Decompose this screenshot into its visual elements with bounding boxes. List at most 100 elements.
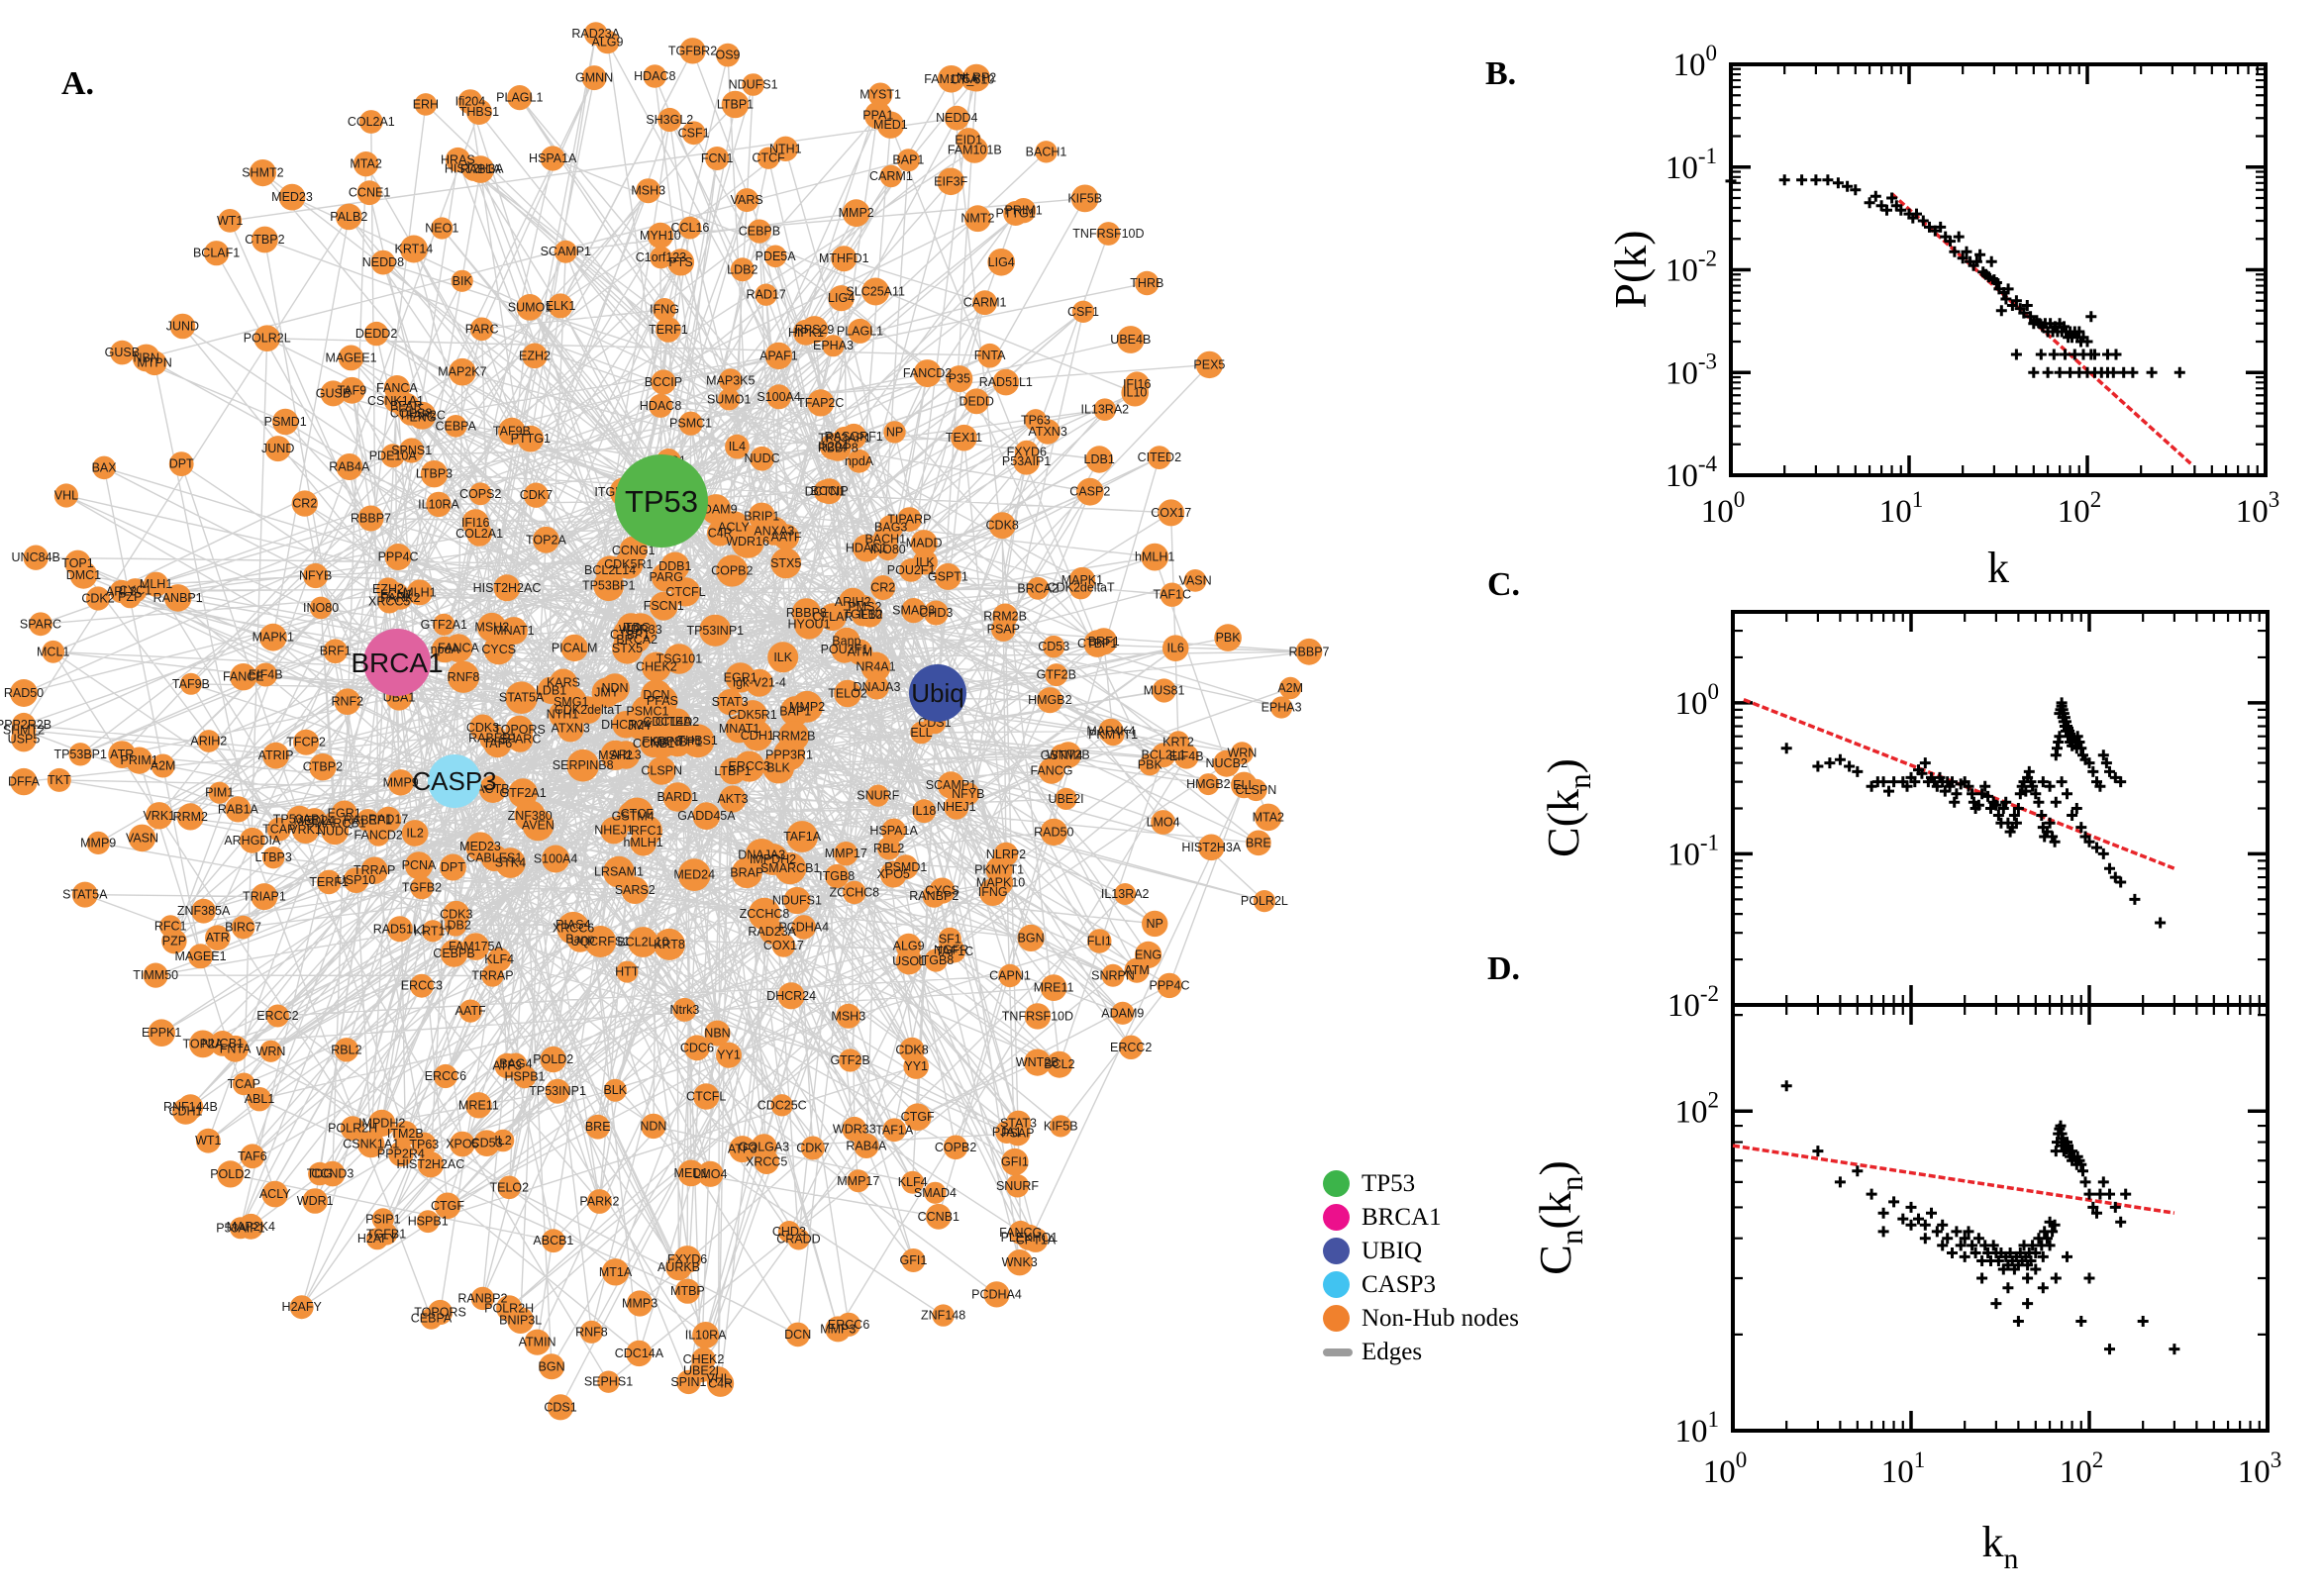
network-node: [358, 110, 383, 134]
network-node: [479, 724, 507, 751]
network-node-label: ERH: [413, 97, 439, 111]
network-node: [258, 623, 287, 651]
network-node: [614, 549, 644, 579]
network-node-label: MYH10: [640, 229, 681, 243]
network-node: [983, 1281, 1010, 1308]
network-node: [466, 521, 492, 547]
network-node: [523, 482, 550, 508]
network-node-label: RAD17: [747, 288, 786, 302]
network-node-label: CHD3: [772, 1225, 806, 1239]
network-node-label: CASP2: [1069, 485, 1110, 499]
network-node-label: CDK8: [986, 519, 1019, 533]
network-node-label: ZCCHC8: [829, 885, 879, 899]
network-node: [507, 726, 534, 752]
network-node-label: ZNF380: [508, 809, 553, 823]
network-node: [1005, 1174, 1030, 1198]
legend-item-ubiq: UBIQ: [1323, 1238, 1519, 1264]
network-node-label: EID1: [955, 134, 982, 148]
network-node: [450, 1131, 475, 1157]
network-node: [819, 603, 847, 632]
network-node: [195, 1128, 221, 1153]
network-node: [932, 1304, 955, 1327]
network-node: [1183, 569, 1207, 592]
network-node-label: TAF1A: [783, 830, 822, 844]
network-node: [1024, 1048, 1052, 1076]
network-node: [867, 82, 893, 107]
network-node: [239, 827, 265, 853]
network-node-label: BNIP3L: [499, 1314, 542, 1328]
network-node-label: EGR1: [328, 807, 361, 821]
network-node: [1055, 787, 1077, 811]
network-node-label: XRCC6: [553, 921, 594, 935]
network-node: [1160, 582, 1184, 607]
network-node: [427, 1299, 454, 1326]
network-node: [189, 1030, 217, 1058]
hub-node-casp3: [428, 754, 481, 808]
network-node: [848, 318, 872, 344]
network-node: [579, 1320, 604, 1344]
network-node-label: MAP2K7: [438, 365, 486, 379]
network-node: [1157, 972, 1182, 999]
network-node-label: FCN1: [380, 587, 413, 601]
network-node-label: LIG4: [988, 255, 1015, 269]
network-node-label: SPIN1: [670, 1375, 706, 1389]
network-node: [656, 317, 681, 343]
network-node-label: LTBP3: [255, 850, 292, 864]
network-node: [677, 858, 711, 891]
network-node: [793, 609, 825, 640]
network-node: [934, 562, 961, 590]
network-node-label: NMT2: [960, 212, 994, 226]
network-node: [663, 644, 695, 674]
network-node-label: TFAP2C: [797, 396, 844, 410]
network-node-label: HDAC8: [634, 69, 675, 83]
network-node: [368, 1109, 396, 1137]
network-node-label: EIF3F: [934, 174, 967, 188]
network-node-label: PLAGL1: [837, 324, 883, 338]
tick-label: 10-2: [1666, 247, 1717, 289]
network-node-label: BLK: [766, 761, 790, 775]
network-node-label: GADD45A: [677, 809, 736, 823]
network-node: [542, 845, 570, 873]
network-node-label: CHD3: [919, 606, 953, 620]
network-node: [616, 960, 639, 983]
network-node: [540, 146, 565, 171]
network-node-label: FKBP8: [642, 735, 681, 748]
network-node-label: TNFRSF10D: [1072, 227, 1144, 241]
network-node-label: PFAS: [647, 694, 678, 708]
network-node: [1213, 749, 1241, 777]
network-node-label: WRN: [1227, 747, 1257, 760]
network-node-label: ERCC6: [828, 1318, 869, 1332]
network-node-label: SERPINB8: [553, 758, 614, 772]
axis-label: C(kn): [1538, 758, 1597, 857]
network-node: [901, 1248, 926, 1272]
network-node: [405, 851, 433, 880]
network-node-label: NUDC: [317, 824, 353, 838]
network-node-label: POLR2H: [328, 1122, 377, 1136]
network-node-label: YY1: [717, 1048, 741, 1062]
network-node-label: ARL3: [106, 584, 137, 598]
network-node-label: H2AFY: [357, 1232, 398, 1246]
network-node-label: AVEN: [522, 818, 555, 832]
network-node: [266, 817, 291, 842]
network-node-label: PSMC1: [626, 705, 668, 719]
network-node-label: S100A4: [757, 390, 801, 404]
network-node-label: FXYD6: [1007, 446, 1047, 459]
network-node-label: CSNK1A1: [343, 1138, 399, 1151]
network-node: [662, 782, 693, 812]
network-node-label: RRM2: [173, 810, 208, 824]
network-node-label: PRIM1: [1004, 204, 1042, 218]
network-node: [704, 1020, 731, 1047]
network-node-label: STAT5A: [62, 888, 108, 902]
network-node-label: MAP4K4: [1086, 724, 1135, 738]
network-node-label: CT_610: [951, 72, 995, 86]
network-node-label: MTPN: [137, 356, 171, 370]
plot-clustering-coefficient: 10-2 10-1 100 C(kn): [1538, 610, 2270, 1024]
network-node: [240, 1144, 265, 1169]
network-node: [1173, 744, 1199, 769]
network-node: [205, 925, 231, 950]
network-node: [522, 809, 555, 842]
network-node-label: CHEK2: [683, 1352, 725, 1366]
network-node-label: IMPDH2: [358, 1116, 405, 1130]
tick-label: 101: [1881, 1447, 1926, 1490]
network-node: [1006, 1249, 1033, 1276]
